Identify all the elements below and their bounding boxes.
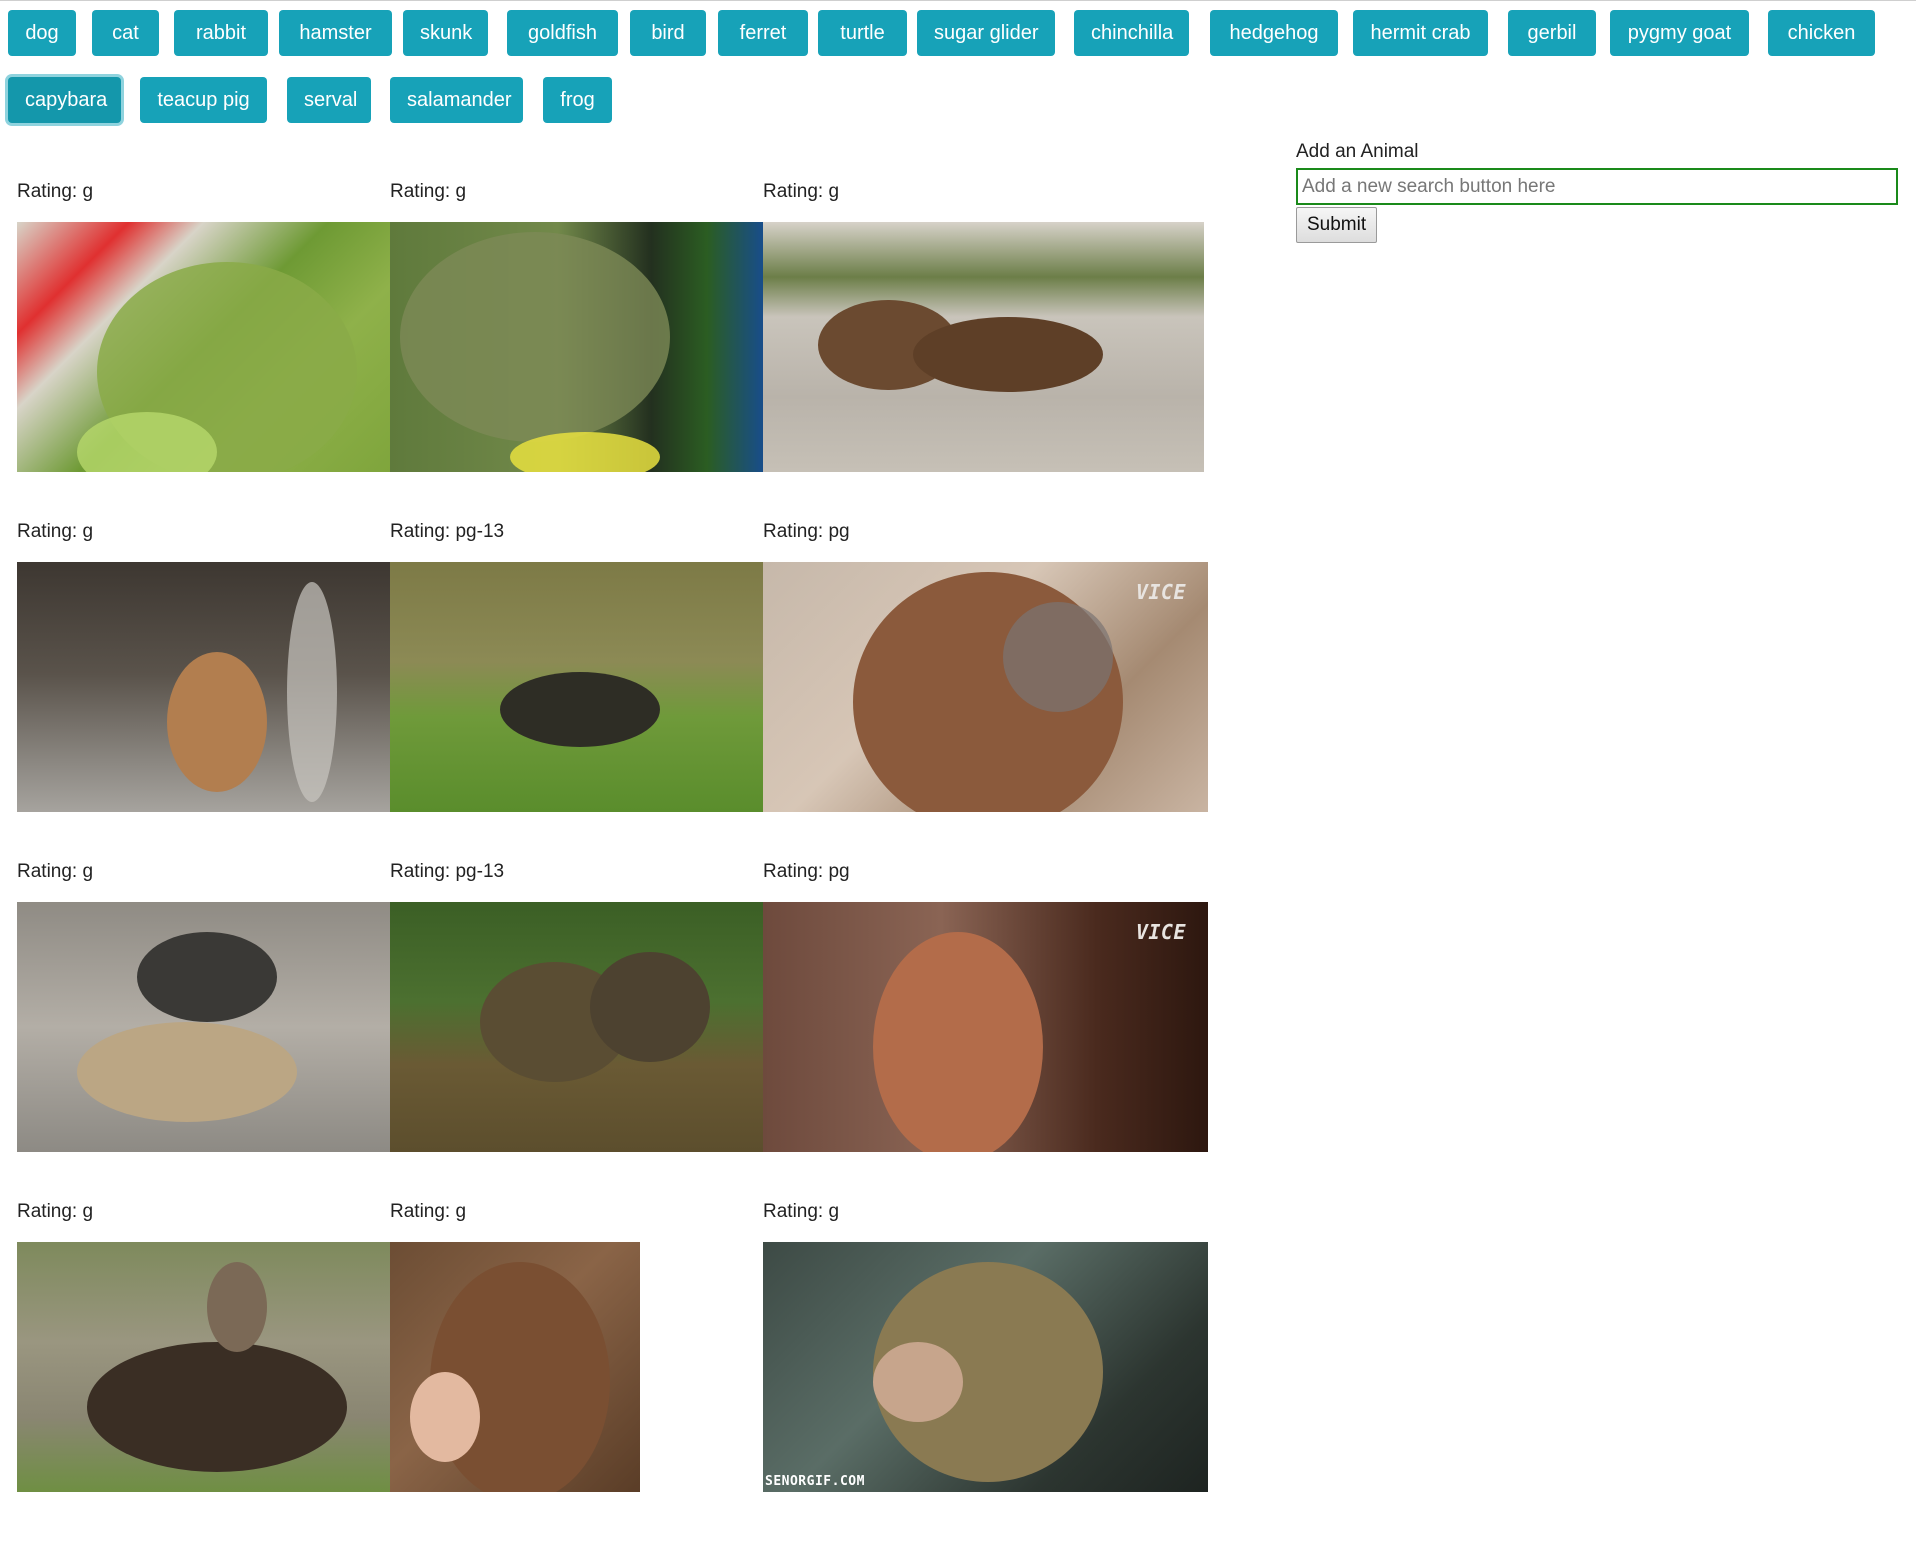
gif-image[interactable] [763, 222, 1204, 472]
rating-label: Rating: g [390, 1201, 467, 1222]
animal-button-dog[interactable]: dog [8, 10, 76, 56]
add-animal-input[interactable] [1296, 168, 1898, 205]
animal-button-capybara[interactable]: capybara [8, 77, 121, 123]
rating-label: Rating: g [17, 181, 94, 202]
rating-label: Rating: g [763, 1201, 840, 1222]
rating-label: Rating: pg-13 [390, 521, 505, 542]
gif-image[interactable]: VICE [763, 902, 1208, 1152]
animal-button-gerbil[interactable]: gerbil [1508, 10, 1596, 56]
animal-button-sugar-glider[interactable]: sugar glider [917, 10, 1055, 56]
animal-button-hedgehog[interactable]: hedgehog [1210, 10, 1338, 56]
animal-button-turtle[interactable]: turtle [818, 10, 907, 56]
animal-button-teacup-pig[interactable]: teacup pig [140, 77, 267, 123]
rating-label: Rating: pg [763, 861, 850, 882]
gif-image[interactable]: SENORGIF.COM [763, 1242, 1208, 1492]
gif-image[interactable] [390, 222, 763, 472]
rating-label: Rating: g [17, 861, 94, 882]
animal-button-ferret[interactable]: ferret [718, 10, 808, 56]
gif-image[interactable] [17, 902, 390, 1152]
animal-button-hamster[interactable]: hamster [279, 10, 392, 56]
gif-image[interactable] [390, 562, 763, 812]
rating-label: Rating: g [390, 181, 467, 202]
add-animal-label: Add an Animal [1296, 141, 1419, 162]
animal-button-frog[interactable]: frog [543, 77, 612, 123]
animal-button-chicken[interactable]: chicken [1768, 10, 1875, 56]
animal-button-salamander[interactable]: salamander [390, 77, 523, 123]
rating-label: Rating: g [17, 521, 94, 542]
rating-label: Rating: pg [763, 521, 850, 542]
gif-image[interactable] [390, 902, 763, 1152]
animal-button-cat[interactable]: cat [92, 10, 159, 56]
gif-image[interactable] [17, 562, 390, 812]
gif-image[interactable] [17, 1242, 390, 1492]
animal-button-pygmy-goat[interactable]: pygmy goat [1610, 10, 1749, 56]
vice-watermark: VICE [1135, 580, 1186, 604]
animal-button-rabbit[interactable]: rabbit [174, 10, 268, 56]
animal-button-goldfish[interactable]: goldfish [507, 10, 618, 56]
submit-button[interactable]: Submit [1296, 207, 1378, 243]
animal-button-chinchilla[interactable]: chinchilla [1074, 10, 1189, 56]
vice-watermark: VICE [1135, 920, 1186, 944]
top-border [0, 0, 1916, 1]
gif-image[interactable] [17, 222, 390, 472]
rating-label: Rating: pg-13 [390, 861, 505, 882]
animal-button-serval[interactable]: serval [287, 77, 371, 123]
rating-label: Rating: g [17, 1201, 94, 1222]
animal-button-hermit-crab[interactable]: hermit crab [1353, 10, 1488, 56]
animal-button-bird[interactable]: bird [630, 10, 706, 56]
animal-button-skunk[interactable]: skunk [403, 10, 488, 56]
add-animal-form: Add an Animal Submit [1296, 140, 1898, 243]
gif-image[interactable] [390, 1242, 640, 1492]
gif-image[interactable]: VICE [763, 562, 1208, 812]
rating-label: Rating: g [763, 181, 840, 202]
senorgif-watermark: SENORGIF.COM [765, 1474, 865, 1489]
